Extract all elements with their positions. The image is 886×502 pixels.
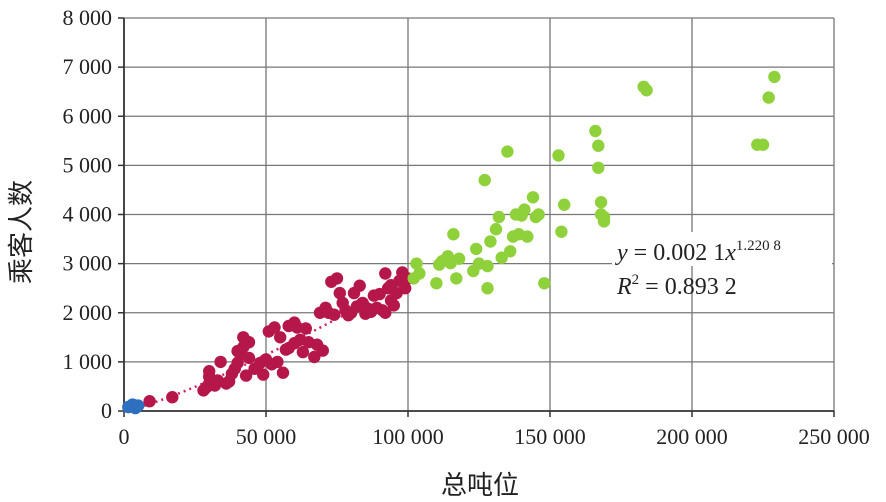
x-tick-label: 0 (119, 424, 130, 449)
data-point-medium (274, 331, 287, 344)
data-point-large (430, 277, 443, 290)
y-tick-label: 2 000 (63, 300, 113, 325)
data-point-medium (239, 369, 253, 382)
data-points (122, 70, 781, 415)
data-point-large (589, 124, 602, 138)
equation-line: y = 0.002 1x1.220 8 (615, 238, 781, 266)
data-point-medium (143, 395, 156, 408)
data-point-large (481, 259, 494, 273)
y-tick-label: 6 000 (63, 103, 113, 128)
data-point-medium (268, 321, 281, 334)
data-point-large (640, 84, 653, 97)
data-point-large (555, 225, 568, 238)
data-point-large (504, 245, 517, 258)
data-point-medium (330, 272, 344, 285)
equation-exponent: 1.220 8 (736, 238, 781, 254)
data-point-medium (242, 336, 256, 349)
y-tick-label: 3 000 (63, 251, 113, 276)
data-point-large (501, 145, 514, 158)
y-tick-label: 5 000 (63, 152, 113, 177)
x-tick-label: 50 000 (236, 424, 297, 449)
data-point-large (410, 257, 423, 270)
data-point-large (518, 203, 531, 216)
data-point-medium (316, 344, 329, 357)
equation-y-var: y (615, 240, 628, 266)
data-point-large (478, 173, 491, 187)
regression-equation: y = 0.002 1x1.220 8 R2 = 0.893 2 (612, 232, 832, 300)
data-point-large (495, 251, 508, 264)
data-point-large (481, 282, 494, 295)
data-point-large (521, 230, 534, 243)
data-point-medium (379, 306, 392, 319)
data-point-large (552, 149, 565, 162)
data-point-large (762, 91, 775, 104)
data-point-medium (257, 368, 270, 381)
x-axis-label: 总吨位 (441, 471, 519, 501)
data-point-medium (353, 279, 366, 292)
data-point-large (470, 242, 483, 256)
r-squared-line: R2 = 0.893 2 (616, 272, 737, 300)
x-tick-label: 200 000 (656, 424, 728, 449)
data-point-large (452, 252, 466, 265)
data-point-large (768, 70, 781, 84)
y-tick-labels: 0 1 000 2 000 3 000 4 000 5 000 6 000 7 000 8 00… (63, 5, 113, 423)
data-point-medium (276, 366, 290, 379)
data-point-large (413, 267, 426, 280)
x-tick-labels: 0 50 000 100 000 150 000 200 000 250 000 (119, 424, 870, 449)
data-point-large (594, 196, 608, 209)
y-tick-label: 4 000 (63, 202, 113, 227)
y-tick-label: 7 000 (63, 54, 113, 79)
r-squared-value: = 0.893 2 (639, 274, 737, 300)
x-tick-label: 250 000 (798, 424, 870, 449)
data-point-medium (379, 267, 392, 280)
x-tick-label: 150 000 (514, 424, 586, 449)
data-point-medium (166, 391, 179, 404)
y-tick-label: 8 000 (63, 5, 113, 30)
grid-lines (124, 17, 835, 411)
data-point-large (756, 138, 770, 151)
data-point-large (526, 191, 540, 204)
y-axis-label: 乘客人数 (7, 180, 37, 284)
y-tick-label: 0 (101, 398, 112, 423)
equation-x-var: x (724, 240, 736, 266)
data-point-medium (296, 345, 310, 359)
data-point-medium (399, 282, 412, 295)
data-point-large (450, 272, 463, 285)
data-point-medium (203, 365, 216, 378)
data-point-large (484, 235, 497, 248)
x-tick-label: 100 000 (372, 424, 444, 449)
data-point-large (532, 208, 545, 221)
data-point-medium (271, 355, 284, 369)
data-point-large (492, 210, 506, 224)
data-point-medium (387, 299, 400, 312)
r-squared-label: R (616, 274, 632, 300)
equation-coefficient: = 0.002 1 (628, 240, 726, 266)
data-point-medium (308, 350, 321, 364)
data-point-large (447, 228, 460, 241)
data-point-large (597, 215, 611, 228)
data-point-large (592, 139, 605, 152)
data-point-large (558, 198, 571, 211)
data-point-large (538, 277, 551, 290)
data-point-large (592, 161, 605, 174)
equation-background (612, 232, 832, 266)
data-point-medium (299, 322, 312, 335)
data-point-large (489, 223, 503, 236)
data-point-medium (333, 286, 346, 300)
data-point-medium (242, 351, 256, 365)
data-point-medium (328, 308, 341, 321)
data-point-small (123, 400, 136, 413)
data-point-medium (214, 355, 227, 369)
y-tick-label: 1 000 (63, 349, 113, 374)
axes (118, 17, 835, 417)
r-squared-sup: 2 (632, 272, 640, 288)
